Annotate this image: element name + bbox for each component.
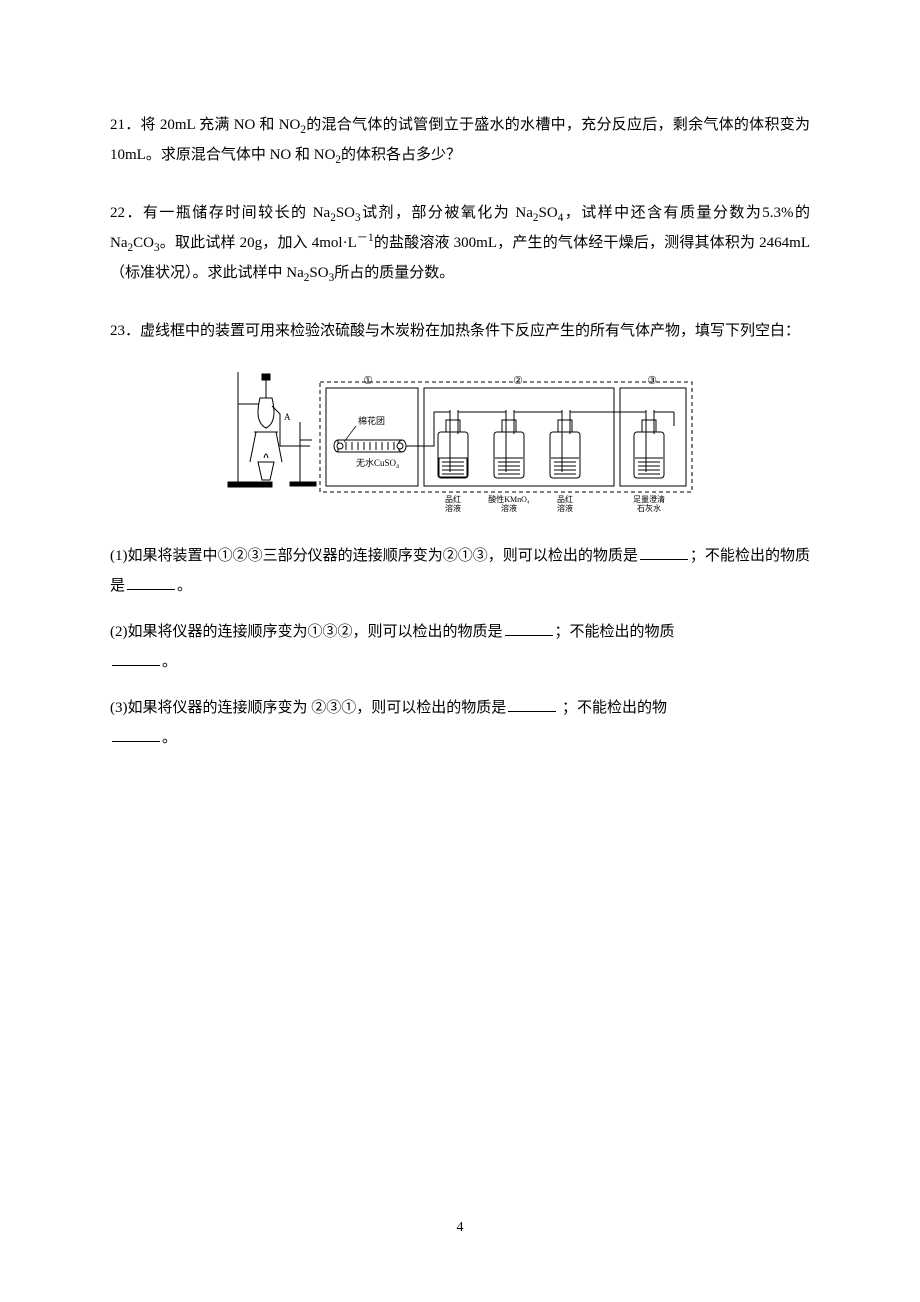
blank [508,696,556,712]
blank [640,544,688,560]
apparatus-diagram: A ① [110,362,810,533]
bottle3-label: 品红溶液 [557,494,573,513]
q23-sub2: (2)如果将仪器的连接顺序变为①③②，则可以检出的物质是；不能检出的物质。 [110,617,810,677]
blank [505,620,553,636]
spacer [110,186,810,198]
box2-label: ② [513,375,523,387]
question-22: 22．有一瓶储存时间较长的 Na2SO3试剂，部分被氧化为 Na2SO4，试样中… [110,198,810,288]
q21-text: 21．将 20mL 充满 NO 和 NO [110,117,300,133]
cuso4-label: 无水CuSO₄ [356,457,399,468]
spacer [110,304,810,316]
question-21: 21．将 20mL 充满 NO 和 NO2的混合气体的试管倒立于盛水的水槽中，充… [110,110,810,170]
q23-sub3: (3)如果将仪器的连接顺序变为 ②③①，则可以检出的物质是 ；不能检出的物。 [110,693,810,753]
q23-sub1: (1)如果将装置中①②③三部分仪器的连接顺序变为②①③，则可以检出的物质是；不能… [110,541,810,601]
page-number: 4 [0,1214,920,1242]
page: 21．将 20mL 充满 NO 和 NO2的混合气体的试管倒立于盛水的水槽中，充… [0,0,920,1302]
box3-label: ③ [647,375,657,387]
blank [127,574,175,590]
blank [112,650,160,666]
q23-intro: 23．虚线框中的装置可用来检验浓硫酸与木炭粉在加热条件下反应产生的所有气体产物，… [110,323,800,339]
question-23-intro: 23．虚线框中的装置可用来检验浓硫酸与木炭粉在加热条件下反应产生的所有气体产物，… [110,316,810,346]
blank [112,726,160,742]
cotton-label: 棉花团 [358,415,385,426]
q21-tail: 的体积各占多少？ [341,147,461,163]
q22-p1: 22．有一瓶储存时间较长的 Na [110,205,330,221]
bottle1-label: 品红溶液 [445,494,461,513]
box1-label: ① [363,375,373,387]
bottle2-label: 酸性KMnO₄溶液 [488,494,530,513]
apparatus-svg: A ① [220,362,700,522]
label-a: A [284,412,291,422]
bottle4-label: 足量澄清石灰水 [633,494,665,513]
